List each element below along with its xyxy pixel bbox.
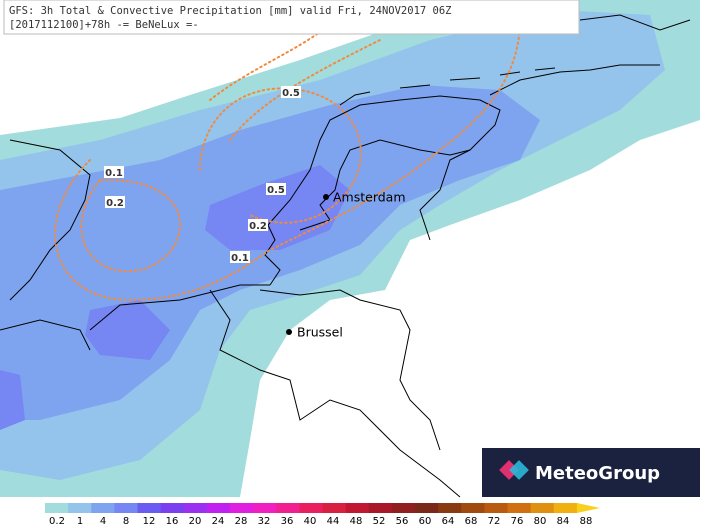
- colorbar-label: 40: [304, 516, 317, 527]
- contour-label: 0.1: [231, 253, 249, 264]
- border-netherlands-germany: [419, 149, 471, 241]
- contour: [54, 19, 521, 302]
- colorbar-label: 52: [373, 516, 386, 527]
- contour-label: 0.2: [106, 198, 124, 209]
- coastline-germany: [489, 14, 691, 96]
- contour-label: 0.1: [105, 168, 123, 179]
- colorbar-label: 20: [189, 516, 202, 527]
- colorbar-swatch: [507, 503, 532, 513]
- colorbar-label: 16: [166, 516, 179, 527]
- colorbar-swatch: [276, 503, 300, 513]
- contour-label-box: [105, 196, 125, 208]
- coastline-france: [0, 284, 270, 351]
- colorbar-label: 28: [235, 516, 248, 527]
- city-marker: [323, 194, 329, 200]
- contour-label-box: [248, 219, 268, 231]
- shade-level-4: [0, 165, 350, 430]
- colorbar-swatch: [45, 503, 69, 513]
- border-belgium-netherlands: [259, 289, 441, 451]
- colorbar-swatch: [68, 503, 92, 513]
- colorbar-label: 1: [77, 516, 83, 527]
- colorbar-swatch: [114, 503, 138, 513]
- contour-label-box: [266, 183, 286, 195]
- colorbar-swatch: [415, 503, 439, 513]
- header-line: GFS: 3h Total & Convective Precipitation…: [9, 5, 452, 17]
- city-label: Amsterdam: [333, 190, 406, 205]
- coastline-uk: [9, 139, 91, 301]
- colorbar-label: 84: [557, 516, 570, 527]
- colorbar-label: 76: [511, 516, 524, 527]
- city-marker: [286, 329, 292, 335]
- colorbar-label: 72: [488, 516, 501, 527]
- contour-label: 0.5: [282, 88, 300, 99]
- contour-label-box: [281, 86, 301, 98]
- colorbar-label: 24: [212, 516, 225, 527]
- logo-text: MeteoGroup: [535, 463, 660, 484]
- header-line: [2017112100]+78h -= BeNeLux =-: [9, 19, 199, 31]
- colorbar-swatch: [183, 503, 208, 513]
- colorbar-label: 0.2: [49, 516, 65, 527]
- border-france-belgium: [209, 289, 461, 498]
- contour: [80, 179, 181, 273]
- contour-label-box: [104, 166, 124, 178]
- colorbar-label: 44: [327, 516, 340, 527]
- precip-shading: [0, 0, 700, 497]
- colorbar-label: 64: [442, 516, 455, 527]
- colorbar-swatch: [530, 503, 555, 513]
- colorbar-label: 32: [258, 516, 271, 527]
- colorbar-swatch: [461, 503, 485, 513]
- colorbar-label: 48: [350, 516, 363, 527]
- colorbar-swatch: [345, 503, 370, 513]
- colorbar-label: 36: [281, 516, 294, 527]
- colorbar-swatch: [137, 503, 162, 513]
- colorbar-label: 12: [143, 516, 156, 527]
- contour-label: 0.2: [249, 221, 267, 232]
- colorbar-swatch: [553, 503, 578, 513]
- header-box: [3, 0, 580, 35]
- contour-labels: 0.5 0.1 0.2 0.5 0.2 0.1: [104, 86, 301, 264]
- colorbar-arrow: [576, 503, 600, 513]
- colorbar-swatch: [206, 503, 231, 513]
- contour-label: 0.5: [267, 185, 285, 196]
- colorbar-swatch: [91, 503, 115, 513]
- colorbar: 0.2 1 4 8 12 16 20 24 28 32 36 40 44 48 52 56 60 64 68 72 76…: [45, 503, 600, 527]
- colorbar-label: 4: [100, 516, 106, 527]
- colorbar-label: 80: [534, 516, 547, 527]
- islands: [339, 67, 556, 106]
- contour-label-box: [230, 251, 250, 263]
- colorbar-swatch: [230, 503, 254, 513]
- colorbar-label: 56: [396, 516, 409, 527]
- colorbar-swatch: [299, 503, 323, 513]
- colorbar-label: 60: [419, 516, 432, 527]
- colorbar-swatch: [253, 503, 277, 513]
- city-label: Brussel: [297, 325, 343, 340]
- colorbar-swatch: [160, 503, 185, 513]
- colorbar-label: 68: [465, 516, 478, 527]
- colorbar-swatch: [368, 503, 393, 513]
- colorbar-swatch: [484, 503, 508, 513]
- logo-icon: [509, 460, 529, 480]
- colorbar-label: 88: [580, 516, 593, 527]
- colorbar-swatch: [438, 503, 462, 513]
- coastlines: [0, 14, 691, 498]
- logo-icon: [499, 460, 519, 480]
- colorbar-swatch: [391, 503, 416, 513]
- colorbar-label: 8: [123, 516, 129, 527]
- colorbar-swatch: [322, 503, 347, 513]
